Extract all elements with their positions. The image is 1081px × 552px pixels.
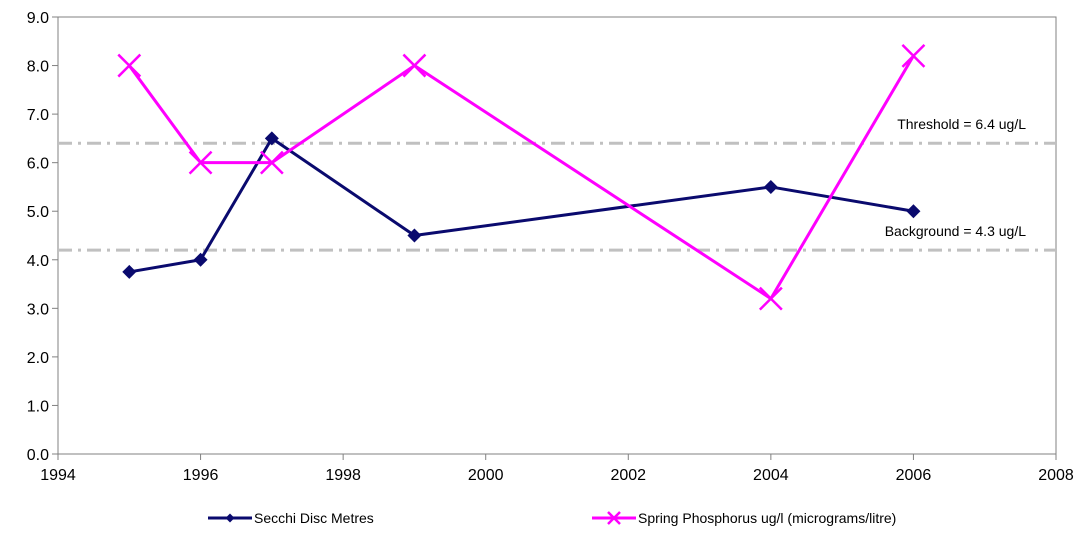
plot-area-border	[57, 16, 1057, 455]
data-point	[188, 150, 213, 175]
data-point	[264, 131, 279, 146]
series-line	[128, 55, 915, 301]
y-tick-label: 1.0	[27, 398, 49, 415]
x-tick-label: 1998	[325, 467, 361, 484]
x-tick-label: 1994	[40, 467, 76, 484]
x-tick-label: 2002	[610, 467, 646, 484]
x-tick-label: 2004	[753, 467, 789, 484]
y-tick-label: 4.0	[27, 253, 49, 270]
x-tick-label: 2006	[896, 467, 932, 484]
legend: Secchi Disc Metres Spring Phosphorus ug/l…	[208, 510, 896, 526]
y-tick-label: 8.0	[27, 59, 49, 76]
data-point	[906, 204, 921, 219]
y-tick-label: 9.0	[27, 10, 49, 27]
data-point	[763, 179, 778, 194]
reference-lines: Threshold = 6.4 ug/L Background = 4.3 ug/…	[58, 116, 1056, 252]
data-point	[758, 286, 783, 311]
legend-label: Spring Phosphorus ug/l (micrograms/litre…	[638, 510, 896, 526]
y-tick-label: 5.0	[27, 204, 49, 221]
data-point	[402, 53, 427, 78]
data-point	[122, 264, 137, 279]
data-point	[117, 53, 142, 78]
y-tick-label: 0.0	[27, 447, 49, 464]
data-point	[193, 252, 208, 267]
reference-line-label: Background = 4.3 ug/L	[885, 223, 1026, 239]
axes: 0.0 1.0 2.0 3.0 4.0 5.0 6.0 7.0 8.0 9.0 1994 1996 19…	[27, 10, 1074, 484]
data-point	[407, 228, 422, 243]
y-tick-label: 7.0	[27, 107, 49, 124]
reference-line-label: Threshold = 6.4 ug/L	[897, 116, 1026, 132]
legend-marker	[607, 511, 621, 525]
series-group	[117, 43, 926, 311]
data-point	[901, 43, 926, 68]
legend-marker	[225, 513, 235, 523]
y-tick-label: 3.0	[27, 301, 49, 318]
x-tick-label: 2008	[1038, 467, 1074, 484]
y-tick-label: 2.0	[27, 350, 49, 367]
x-tick-label: 2000	[468, 467, 504, 484]
x-tick-label: 1996	[183, 467, 219, 484]
legend-label: Secchi Disc Metres	[254, 510, 374, 526]
data-point	[259, 150, 284, 175]
y-tick-label: 6.0	[27, 156, 49, 173]
series-line	[129, 136, 914, 274]
